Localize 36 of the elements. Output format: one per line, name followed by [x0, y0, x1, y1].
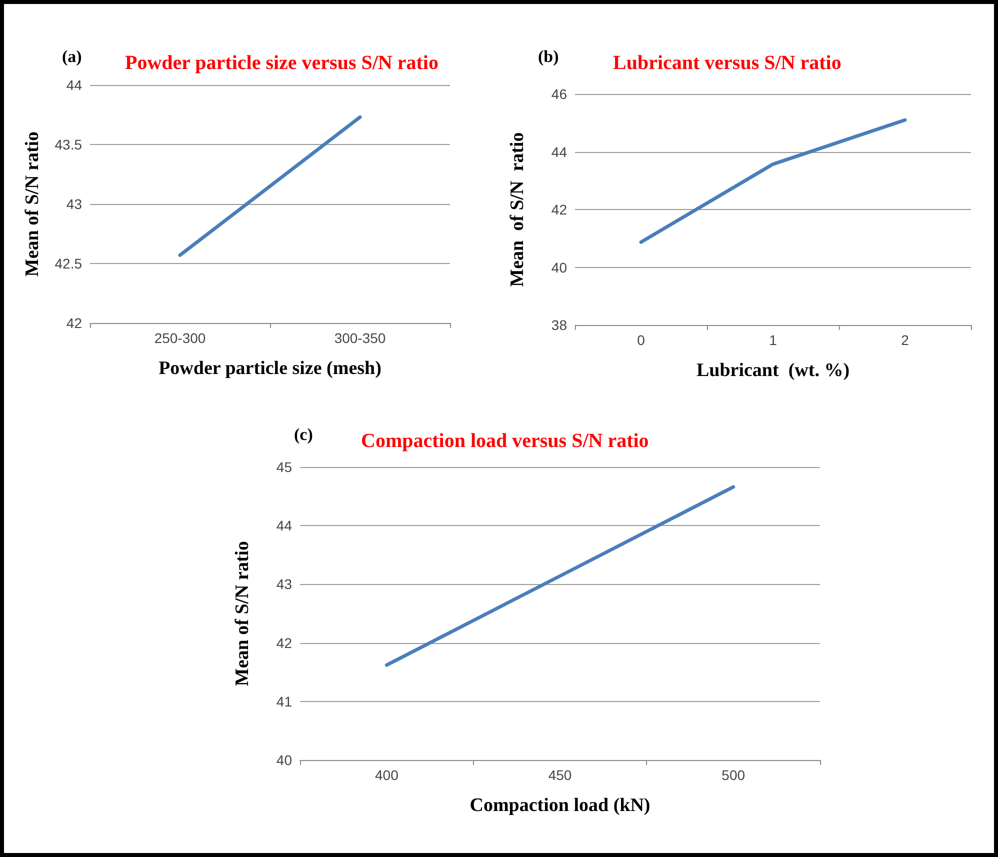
y-tick-label: 44 [551, 144, 568, 160]
y-axis-title: Mean of S/N ratio [22, 131, 43, 277]
text: (b) [538, 47, 559, 66]
y-tick-label: 42 [66, 315, 82, 331]
x-tick-label: 400 [374, 767, 399, 783]
y-tick-label: 40 [551, 259, 568, 276]
y-tick-label: 46 [551, 86, 568, 102]
x-tick-label: 300-350 [334, 330, 386, 346]
y-tick-label: 43.5 [54, 136, 82, 152]
y-tick-label: 44 [276, 518, 292, 534]
x-tick-label: 500 [722, 767, 746, 783]
x-tick-label: 450 [548, 767, 572, 783]
chart-title: Compaction load versus S/N ratio [361, 430, 649, 452]
x-axis-title: Powder particle size (mesh) [158, 358, 382, 379]
y-tick-label: 42.5 [54, 256, 82, 272]
y-axis-title: Mean of S/N ratio [507, 132, 528, 287]
text: (c) [294, 425, 313, 444]
y-tick-label: 40 [276, 752, 292, 768]
y-tick-label: 43 [276, 576, 292, 592]
x-axis-title: Lubricant (wt. %) [696, 360, 850, 381]
x-axis-title: Compaction load (kN) [470, 795, 650, 816]
chart-title: Lubricant versus S/N ratio [613, 52, 842, 74]
y-tick-label: 42 [551, 202, 568, 218]
text: (a) [62, 47, 82, 66]
chart-title: Powder particle size versus S/N ratio [125, 52, 438, 74]
y-axis-title: Mean of S/N ratio [232, 540, 253, 686]
y-tick-label: 42 [276, 634, 292, 651]
y-tick-label: 45 [276, 459, 292, 475]
y-tick-label: 38 [551, 317, 568, 333]
x-tick-label: 1 [769, 332, 778, 348]
x-tick-label: 2 [901, 332, 910, 348]
x-tick-label: 250-300 [154, 330, 206, 346]
x-tick-label: 0 [637, 332, 646, 348]
y-tick-label: 43 [66, 196, 82, 212]
y-tick-label: 44 [66, 77, 82, 93]
y-tick-label: 41 [276, 693, 292, 710]
